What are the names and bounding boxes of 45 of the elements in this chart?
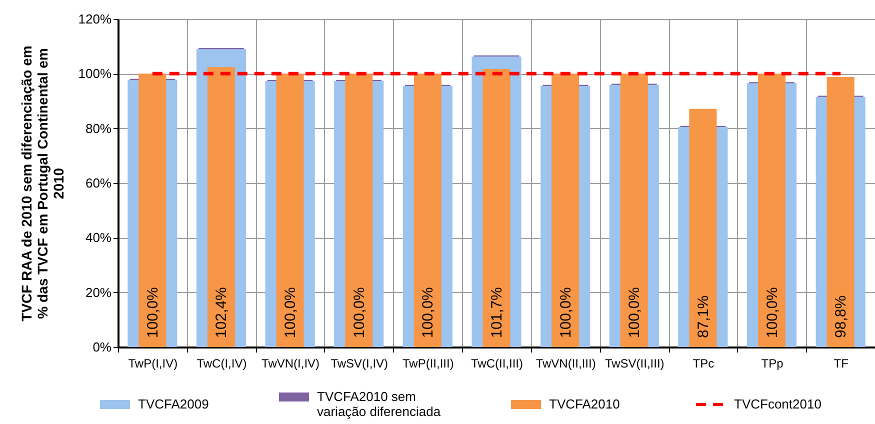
x-tick-label: TwP(II,III) xyxy=(402,356,454,370)
bar xyxy=(207,67,235,347)
legend-label: TVCFA2009 xyxy=(138,396,209,412)
x-tick-label: TPp xyxy=(761,356,784,370)
x-tick-label: TwC(II,III) xyxy=(471,356,523,370)
data-label: 100,0% xyxy=(144,287,162,338)
bar xyxy=(826,76,854,347)
data-label: 100,0% xyxy=(626,287,644,338)
y-tick-label: 0% xyxy=(92,340,112,354)
x-tick-label: TwSV(II,III) xyxy=(604,356,664,370)
data-label: 101,7% xyxy=(488,287,506,338)
x-tick-label: TwVN(II,III) xyxy=(536,356,596,370)
data-label: 100,0% xyxy=(764,287,781,338)
bar xyxy=(414,74,442,347)
bar xyxy=(758,74,786,347)
x-tick-label: TF xyxy=(834,356,848,370)
data-label: 98,8% xyxy=(832,295,850,338)
data-label: 100,0% xyxy=(350,287,368,338)
y-tick-label: 20% xyxy=(85,284,112,300)
x-tick-label: TwP(I,IV) xyxy=(128,356,178,370)
y-tick-label: 40% xyxy=(85,230,112,246)
legend-label: TVCFcont2010 xyxy=(734,396,822,412)
bar xyxy=(138,74,166,347)
data-label: 87,1% xyxy=(694,295,712,338)
legend-label: TVCFA2010 sem variação diferenciada xyxy=(317,389,442,419)
legend-label: TVCFA2010 xyxy=(549,396,620,412)
y-axis-title: TVCF RAA de 2010 sem diferenciação em % das TVCF em Portugal Continental em 2010 xyxy=(18,46,66,322)
y-tick-label: 80% xyxy=(85,120,112,136)
x-tick-label: TPc xyxy=(692,356,714,370)
data-label: 100,0% xyxy=(420,287,437,338)
bar xyxy=(552,74,580,347)
x-tick-label: TwC(I,IV) xyxy=(196,356,247,370)
data-label: 100,0% xyxy=(282,287,300,338)
x-tick-label: TwSV(I,IV) xyxy=(330,356,388,370)
data-label: 100,0% xyxy=(557,287,574,338)
bar xyxy=(345,74,373,347)
bar xyxy=(276,74,304,347)
y-tick-label: 60% xyxy=(85,176,112,190)
x-tick-label: TwVN(I,IV) xyxy=(262,356,320,370)
bar xyxy=(689,108,717,347)
bar xyxy=(482,69,510,347)
bar xyxy=(620,74,648,347)
y-tick-label: 100% xyxy=(78,66,112,82)
y-tick-label: 120% xyxy=(78,12,112,26)
data-label: 102,4% xyxy=(213,287,230,338)
